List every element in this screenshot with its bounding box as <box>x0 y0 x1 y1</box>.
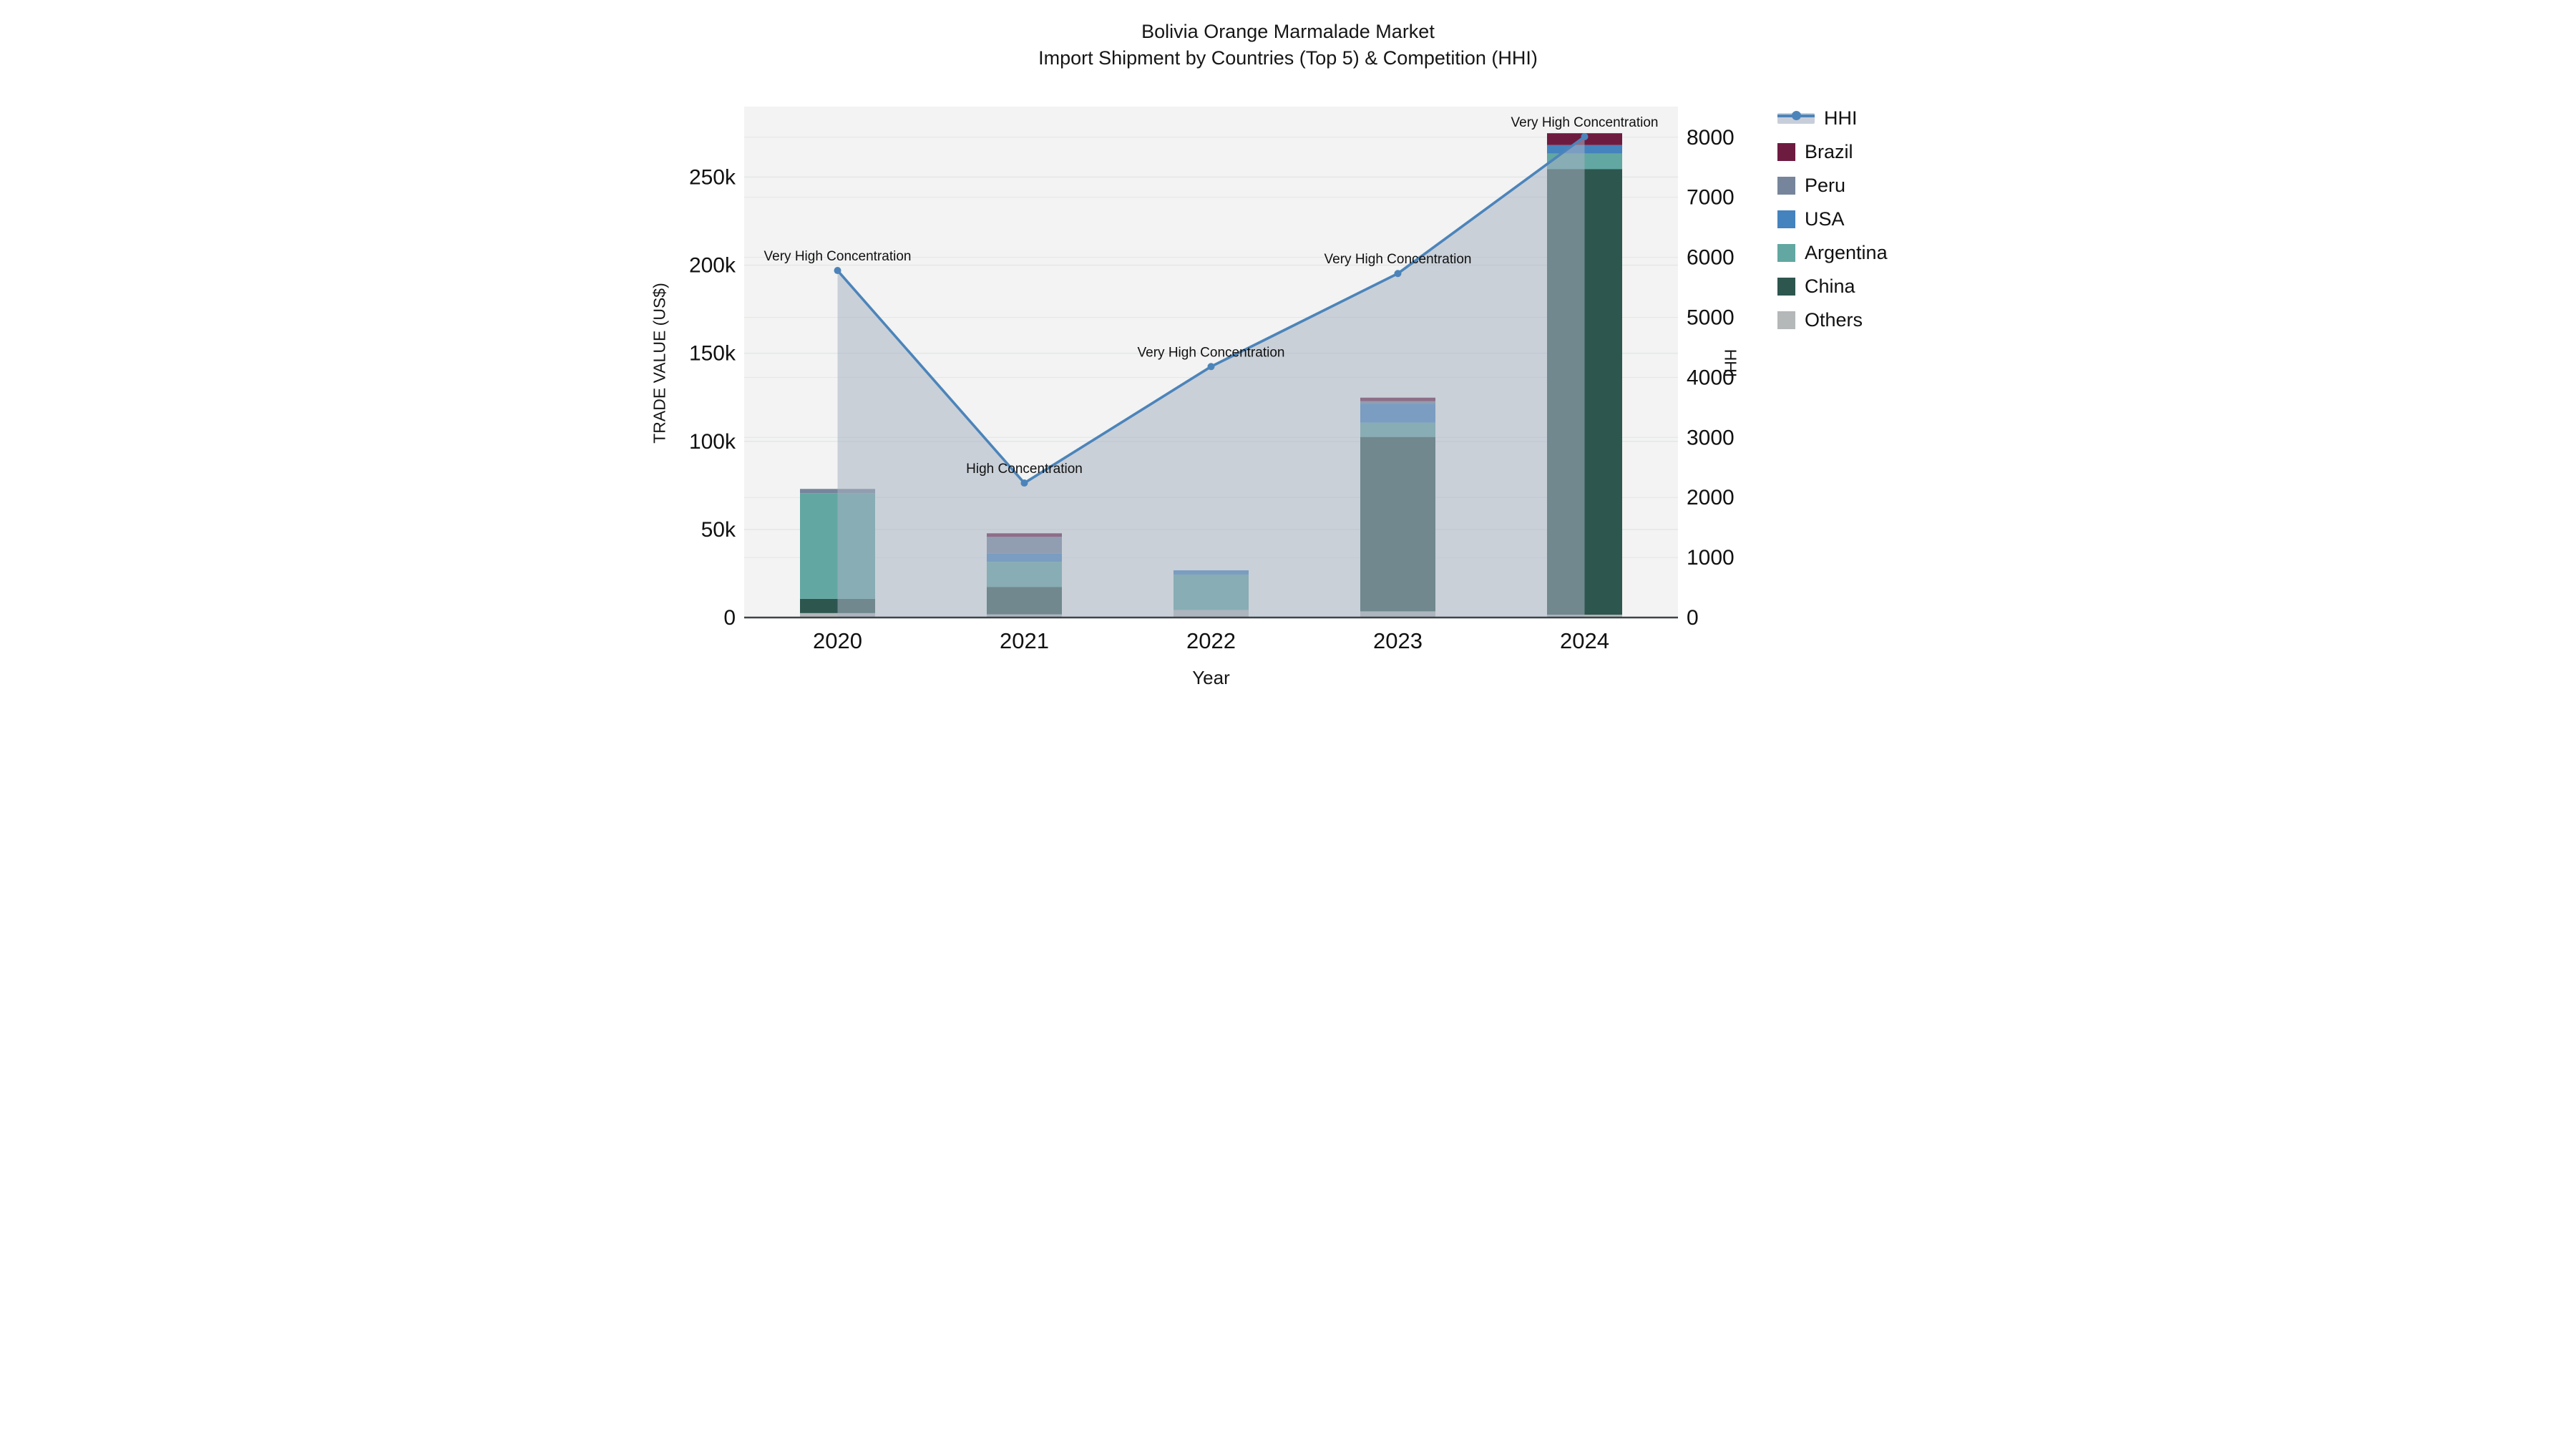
legend: HHI Brazil Peru USA Argentina China Others <box>1777 106 1888 332</box>
legend-swatch-argentina <box>1777 243 1795 262</box>
legend-label: Brazil <box>1805 140 1853 162</box>
annotation-2024: Very High Concentration <box>1511 115 1659 130</box>
y-left-tick-label: 250k <box>689 165 736 189</box>
hhi-marker-2022[interactable] <box>1207 363 1215 371</box>
chart-canvas: 0 50k 100k 150k 200k 250k 0 1000 2000 3000 4000 500… <box>689 107 1735 653</box>
x-tick-label-2023: 2023 <box>1373 628 1423 653</box>
annotation-2020: Very High Concentration <box>764 249 912 264</box>
legend-swatch-usa <box>1777 210 1795 228</box>
annotation-2023: Very High Concentration <box>1324 252 1472 267</box>
chart-title: Bolivia Orange Marmalade Market Import S… <box>644 19 1932 72</box>
y-right-tick-label: 6000 <box>1687 246 1735 270</box>
x-tick-label-2020: 2020 <box>813 628 862 653</box>
y-right-tick-label: 1000 <box>1687 546 1735 570</box>
legend-swatch-china <box>1777 277 1795 296</box>
legend-label: Others <box>1805 308 1863 331</box>
annotation-2021: High Concentration <box>966 462 1083 477</box>
legend-label: HHI <box>1824 107 1858 129</box>
y-left-tick-label: 0 <box>723 606 736 630</box>
legend-item-argentina[interactable]: Argentina <box>1777 240 1888 265</box>
hhi-marker-2024[interactable] <box>1581 132 1589 140</box>
annotation-2022: Very High Concentration <box>1138 345 1285 360</box>
y-right-tick-label: 3000 <box>1687 426 1735 449</box>
figure: 0 50k 100k 150k 200k 250k 0 1000 2000 3000 4000 500… <box>644 0 1932 724</box>
legend-item-hhi[interactable]: HHI <box>1777 106 1888 130</box>
legend-line-marker-icon <box>1792 111 1801 120</box>
legend-item-brazil[interactable]: Brazil <box>1777 140 1888 164</box>
x-tick-label-2024: 2024 <box>1560 628 1609 653</box>
legend-swatch-peru <box>1777 176 1795 195</box>
hhi-marker-2023[interactable] <box>1394 270 1402 278</box>
x-tick-label-2022: 2022 <box>1186 628 1236 653</box>
x-axis-title: Year <box>1192 667 1230 688</box>
y-right-tick-label: 0 <box>1687 606 1699 630</box>
y-right-tick-label: 7000 <box>1687 186 1735 210</box>
legend-swatch-others <box>1777 311 1795 329</box>
y-axis-title-left: TRADE VALUE (US$) <box>650 283 669 444</box>
hhi-area-fill <box>837 136 1585 618</box>
y-right-tick-label: 8000 <box>1687 126 1735 150</box>
legend-line-swatch <box>1777 110 1815 126</box>
y-right-tick-label: 4000 <box>1687 366 1735 389</box>
legend-label: Argentina <box>1805 241 1888 263</box>
chart-title-line1: Bolivia Orange Marmalade Market <box>1141 21 1435 42</box>
y-left-tick-label: 200k <box>689 254 736 278</box>
y-axis-title-right: HHI <box>1721 348 1740 378</box>
legend-item-others[interactable]: Others <box>1777 308 1888 332</box>
x-tick-label-2021: 2021 <box>1000 628 1049 653</box>
hhi-marker-2020[interactable] <box>834 267 841 275</box>
legend-label: USA <box>1805 208 1845 230</box>
legend-label: Peru <box>1805 174 1846 196</box>
hhi-marker-2021[interactable] <box>1020 479 1028 487</box>
legend-item-china[interactable]: China <box>1777 274 1888 298</box>
chart-title-line2: Import Shipment by Countries (Top 5) & C… <box>1038 47 1538 69</box>
y-right-tick-label: 5000 <box>1687 306 1735 329</box>
legend-label: China <box>1805 275 1855 297</box>
legend-item-usa[interactable]: USA <box>1777 207 1888 231</box>
legend-item-peru[interactable]: Peru <box>1777 173 1888 197</box>
legend-swatch-brazil <box>1777 142 1795 161</box>
y-left-tick-label: 150k <box>689 342 736 366</box>
y-left-tick-label: 100k <box>689 430 736 454</box>
y-left-tick-label: 50k <box>701 518 736 542</box>
y-right-tick-label: 2000 <box>1687 486 1735 509</box>
